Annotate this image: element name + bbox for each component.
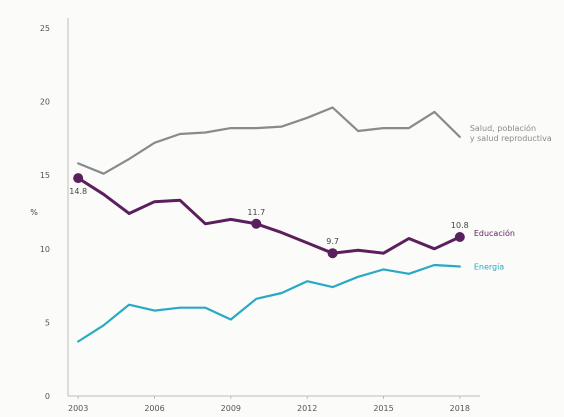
data-marker-educacion (73, 173, 84, 184)
y-tick-label: 5 (45, 318, 50, 327)
series-label-energia: Energía (474, 262, 504, 271)
data-label-educacion: 11.7 (247, 208, 265, 217)
series-line-energia (77, 263, 461, 343)
y-tick-label: 15 (40, 171, 50, 180)
y-axis-title: % (30, 208, 38, 217)
series-label-educacion: Educación (474, 228, 515, 238)
y-tick-label: 25 (40, 24, 50, 33)
x-tick-label: 2018 (450, 404, 470, 413)
x-tick-label: 2006 (144, 404, 164, 413)
series-label-salud: y salud reproductiva (470, 134, 552, 143)
series-line-educacion (76, 176, 462, 255)
series-line-salud (77, 106, 461, 175)
x-tick-label: 2009 (221, 404, 241, 413)
data-marker-educacion (327, 248, 338, 259)
data-label-educacion: 9.7 (326, 237, 339, 246)
y-tick-label: 10 (40, 245, 50, 254)
y-tick-label: 20 (40, 98, 50, 107)
data-label-educacion: 10.8 (451, 221, 469, 230)
x-tick-label: 2015 (373, 404, 393, 413)
data-marker-educacion (251, 218, 262, 229)
series-label-salud: Salud, población (470, 123, 536, 133)
y-tick-label: 0 (45, 392, 50, 401)
x-tick-label: 2012 (297, 404, 317, 413)
x-tick-label: 2003 (68, 404, 88, 413)
data-marker-educacion (454, 232, 465, 243)
data-label-educacion: 14.8 (69, 187, 87, 196)
